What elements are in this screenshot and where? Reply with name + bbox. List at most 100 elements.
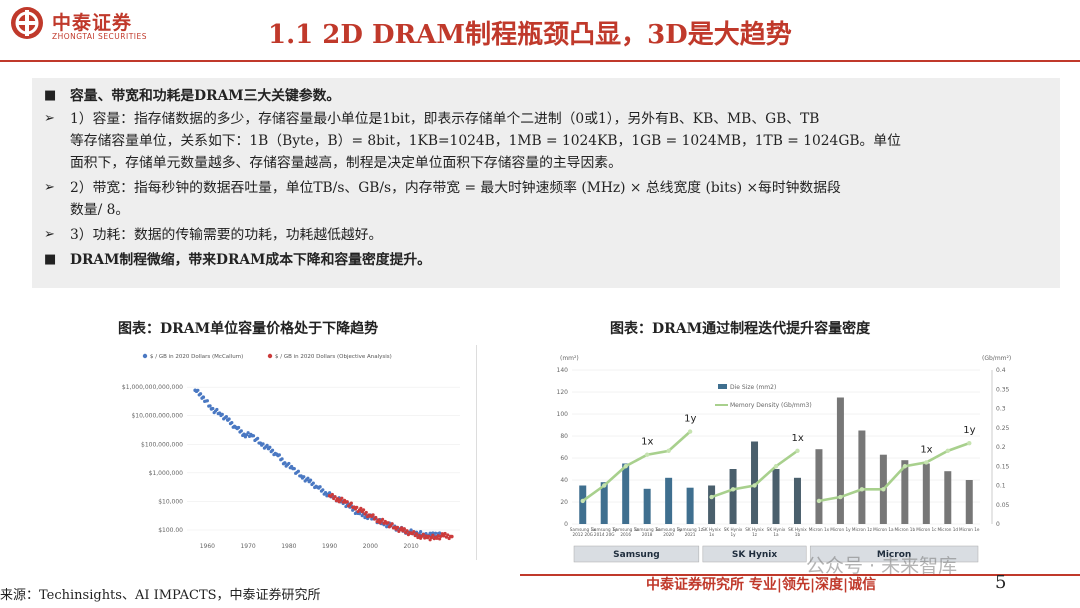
source-note: 来源：Techinsights、AI IMPACTS，中泰证券研究所 bbox=[0, 588, 321, 603]
data-point bbox=[390, 522, 394, 526]
data-point bbox=[409, 528, 413, 532]
data-point bbox=[311, 481, 315, 485]
density-point bbox=[644, 452, 650, 457]
y-left-tick-label: 60 bbox=[560, 455, 568, 462]
y-right-tick-label: 0.1 bbox=[996, 483, 1006, 490]
data-point bbox=[220, 412, 224, 416]
die-size-bar bbox=[708, 485, 716, 524]
data-point bbox=[361, 508, 366, 512]
density-point bbox=[709, 494, 714, 500]
bullet-text: 等存储容量单位，关系如下：1B（Byte，B）= 8bit，1KB=1024B，… bbox=[70, 133, 901, 149]
bullet-text: 面积下，存储单元数量越多、存储容量越高，制程是决定单位面积下存储容量的主导因素。 bbox=[70, 155, 622, 171]
bullet-arrow-icon: ➢ bbox=[44, 227, 55, 242]
data-point bbox=[323, 491, 328, 495]
page-number: 5 bbox=[995, 572, 1007, 593]
x-category-label: 2020 bbox=[663, 532, 674, 537]
y-right-tick-label: 0.15 bbox=[996, 463, 1010, 470]
data-point bbox=[340, 496, 344, 500]
die-size-bar bbox=[965, 480, 973, 524]
x-category-label: Micron 1z bbox=[852, 527, 873, 532]
data-point bbox=[227, 417, 231, 421]
zhongtai-logo-icon bbox=[11, 7, 43, 39]
density-point bbox=[795, 448, 800, 454]
legend-label: Die Size (mm2) bbox=[730, 384, 776, 391]
data-point bbox=[345, 500, 349, 504]
die-size-bar bbox=[858, 430, 866, 524]
die-size-bar bbox=[751, 441, 759, 524]
data-point bbox=[198, 392, 203, 396]
legend-label: $ / GB in 2020 Dollars (McCallum) bbox=[150, 354, 243, 360]
price-per-gb-chart: $ / GB in 2020 Dollars (McCallum) $ / GB … bbox=[122, 353, 460, 550]
x-tick-label: 1980 bbox=[281, 543, 296, 550]
x-category-label: 1x bbox=[709, 532, 715, 537]
data-point bbox=[399, 526, 404, 530]
x-category-label: 1a bbox=[773, 532, 779, 537]
y-right-tick-label: 0 bbox=[996, 521, 1000, 528]
data-point bbox=[292, 467, 296, 471]
die-size-bar bbox=[944, 471, 952, 524]
vendor-group-box bbox=[809, 545, 979, 563]
x-category-label: 1z bbox=[752, 532, 758, 537]
density-point bbox=[602, 483, 607, 488]
header-divider bbox=[0, 60, 1080, 62]
data-point bbox=[328, 491, 332, 495]
annotation-label: 1y bbox=[963, 425, 975, 436]
die-size-bar bbox=[793, 477, 801, 524]
y-tick-label: $1,000,000 bbox=[149, 470, 184, 477]
data-point bbox=[196, 388, 200, 392]
x-category-label: Samsung 1y bbox=[656, 527, 682, 532]
data-point bbox=[414, 532, 419, 536]
page-title: 1.1 2D DRAM制程瓶颈凸显，3D是大趋势 bbox=[268, 20, 792, 50]
density-point bbox=[773, 464, 779, 469]
data-point bbox=[321, 488, 325, 492]
data-point bbox=[242, 432, 246, 437]
x-category-label: Samsung 1x bbox=[634, 527, 660, 532]
data-point bbox=[439, 534, 443, 538]
data-point bbox=[277, 453, 281, 457]
x-category-label: Micron 1y bbox=[830, 527, 851, 532]
data-point bbox=[376, 518, 381, 522]
data-point bbox=[215, 407, 219, 412]
data-point bbox=[308, 478, 313, 482]
bullet-arrow-icon: ➢ bbox=[44, 111, 55, 126]
x-tick-label: 1960 bbox=[200, 543, 215, 550]
data-point bbox=[450, 534, 454, 539]
annotation-label: 1y bbox=[684, 414, 696, 425]
data-point bbox=[386, 521, 390, 525]
data-point bbox=[417, 533, 422, 538]
density-point bbox=[730, 487, 736, 492]
footer-divider bbox=[520, 574, 1080, 576]
x-category-label: Micron 1d bbox=[938, 527, 959, 532]
die-size-bar bbox=[622, 463, 630, 524]
density-point bbox=[687, 429, 693, 434]
bullet-text: 3）功耗：数据的传输需要的功耗，功耗越低越好。 bbox=[70, 227, 383, 243]
data-point bbox=[443, 531, 447, 536]
die-size-bar bbox=[901, 460, 909, 524]
bullet-text: DRAM制程微缩，带来DRAM成本下降和容量密度提升。 bbox=[70, 252, 431, 268]
y-tick-label: $100,000,000 bbox=[141, 441, 183, 448]
data-point bbox=[246, 431, 250, 435]
data-point bbox=[230, 421, 234, 425]
data-point bbox=[405, 529, 409, 533]
legend-marker bbox=[267, 353, 273, 359]
watermark: 公众号 · 未来智库 bbox=[806, 555, 958, 577]
x-tick-label: 2010 bbox=[403, 543, 418, 550]
y-right-tick-label: 0.2 bbox=[996, 444, 1006, 451]
x-tick-label: 1970 bbox=[240, 543, 255, 550]
data-point bbox=[251, 434, 256, 438]
data-point bbox=[427, 534, 431, 538]
data-point bbox=[282, 461, 287, 465]
data-point bbox=[412, 530, 416, 534]
die-size-bar bbox=[772, 469, 780, 524]
density-point bbox=[881, 487, 886, 492]
data-point bbox=[431, 531, 435, 535]
density-point bbox=[967, 440, 972, 446]
data-point bbox=[433, 531, 438, 535]
data-point bbox=[265, 443, 269, 447]
data-point bbox=[237, 425, 241, 430]
figure-divider bbox=[476, 345, 477, 560]
vendor-group-label: SK Hynix bbox=[732, 550, 777, 560]
data-point bbox=[349, 501, 353, 505]
legend-label: Memory Density (Gb/mm3) bbox=[730, 402, 812, 409]
y-left-tick-label: 140 bbox=[557, 367, 569, 374]
